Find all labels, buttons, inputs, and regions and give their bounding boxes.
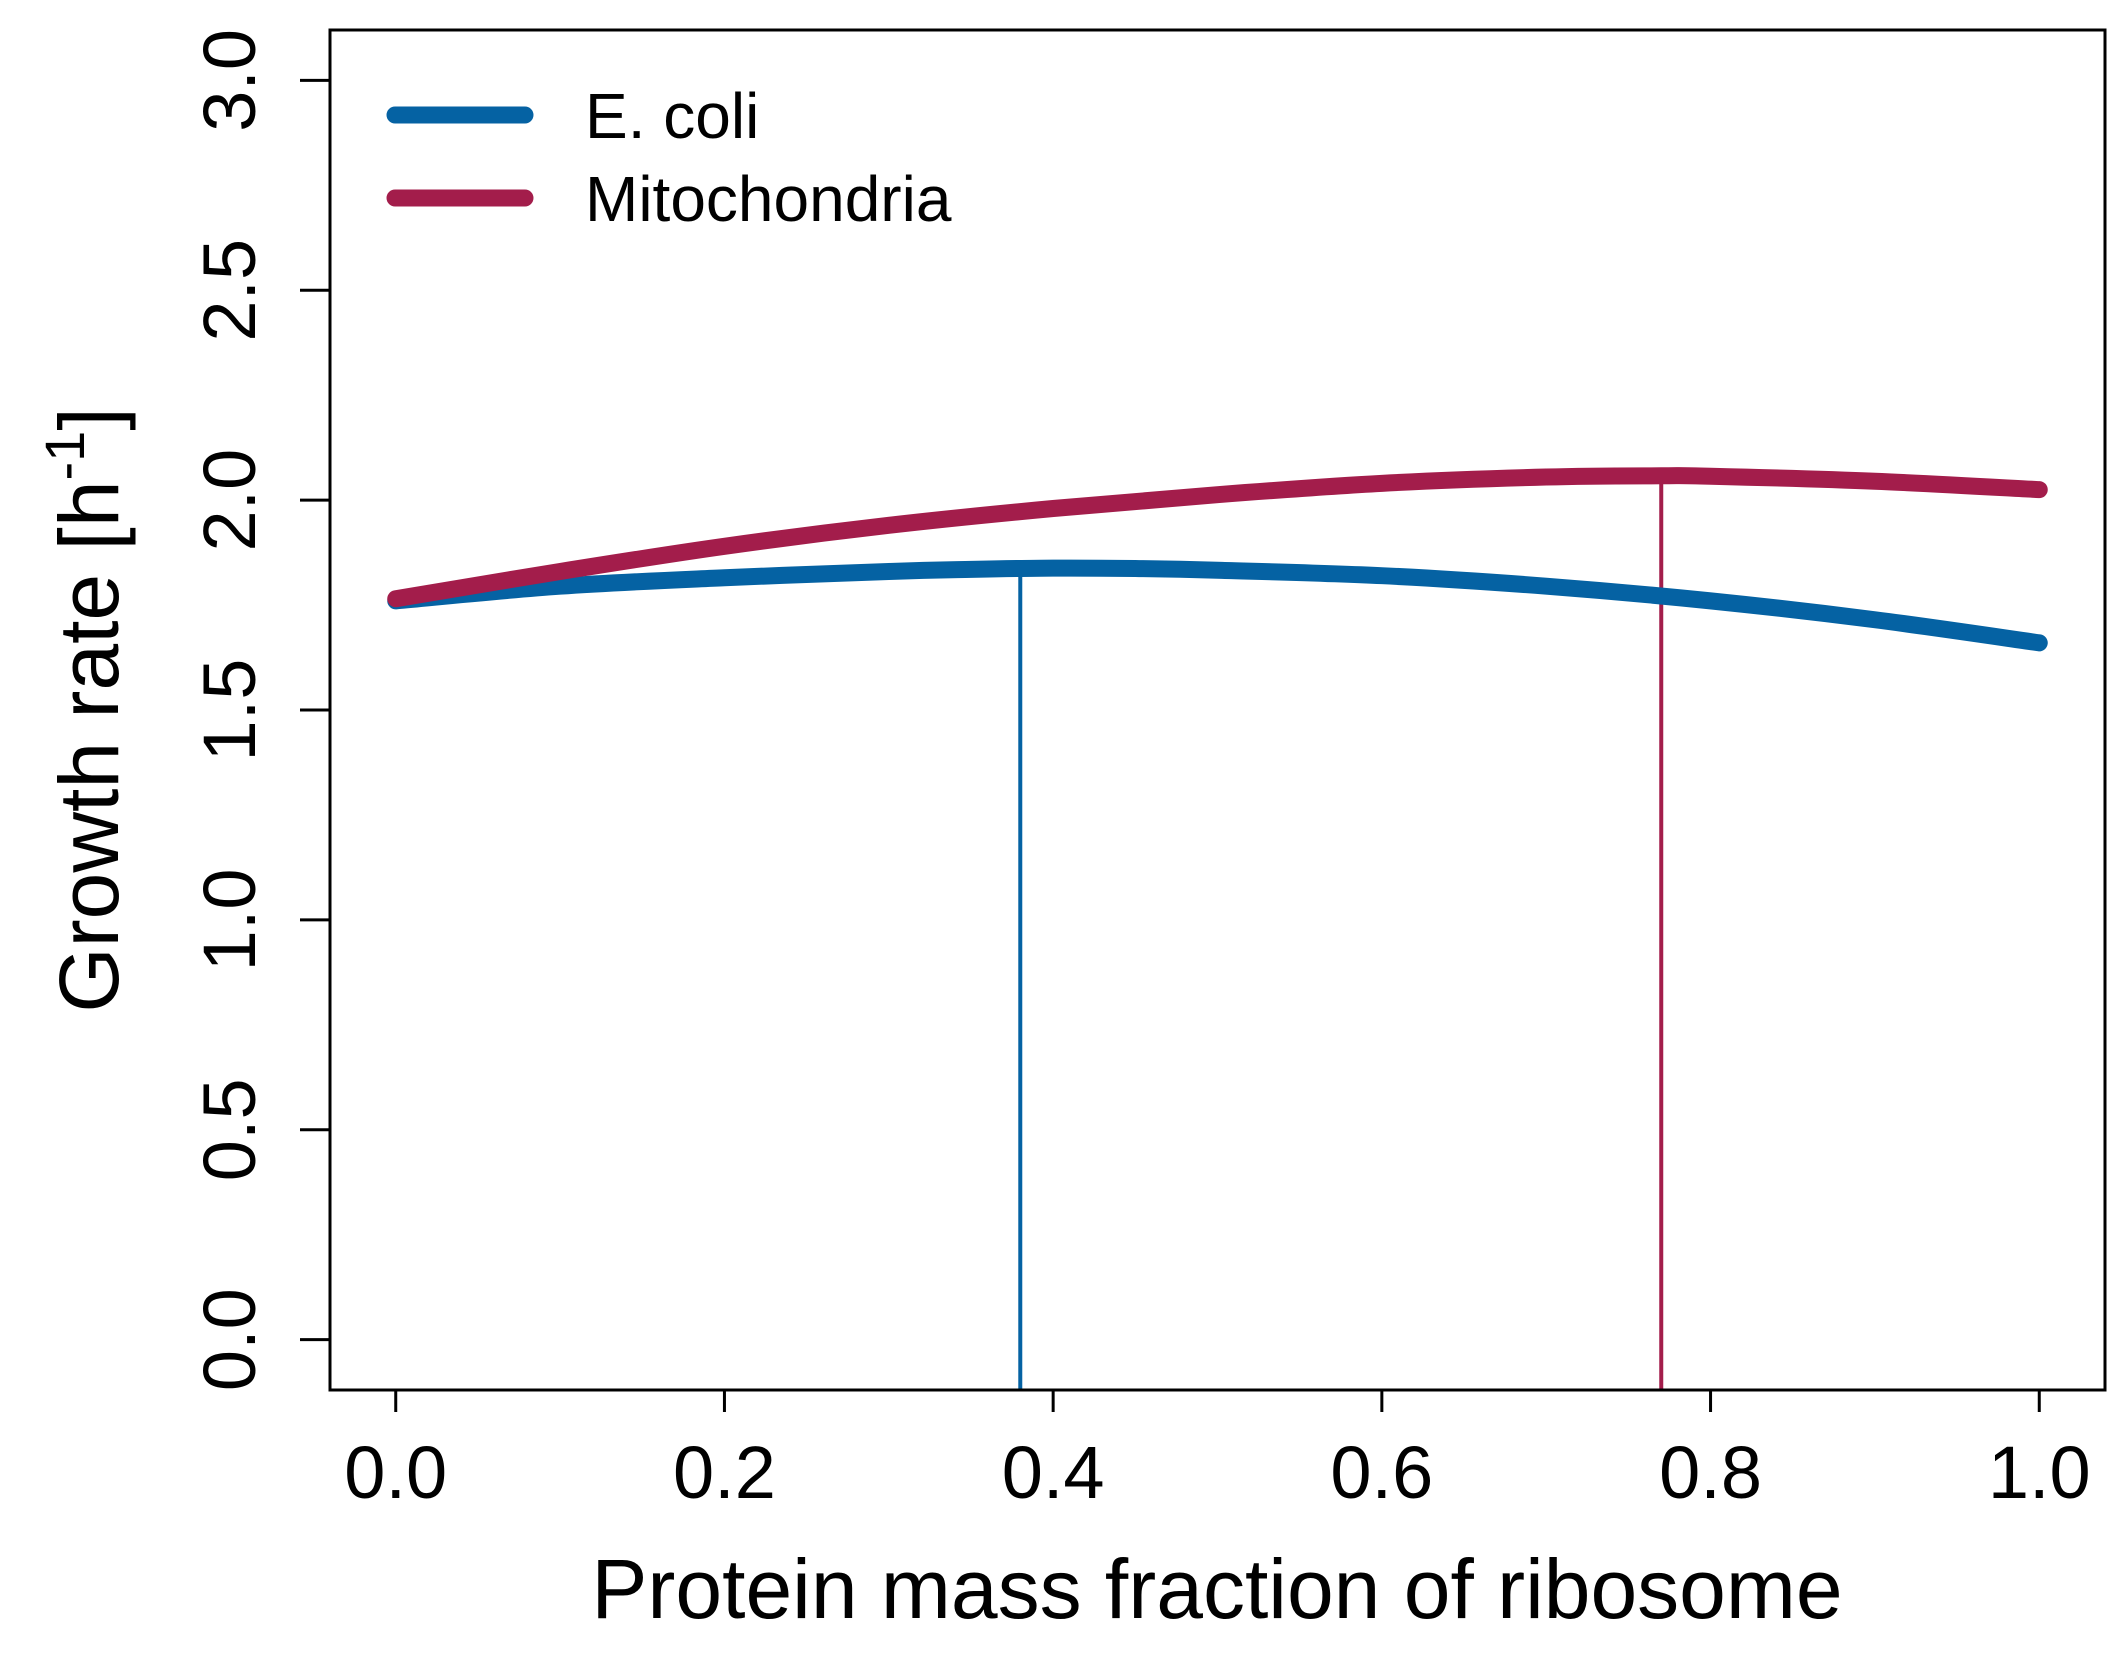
y-tick-label: 0.5 <box>188 1078 271 1181</box>
x-axis-label: Protein mass fraction of ribosome <box>591 1542 1842 1636</box>
x-tick-label: 0.8 <box>1659 1431 1762 1514</box>
y-axis: 0.0 0.5 1.0 1.5 2.0 2.5 3.0 <box>188 29 332 1391</box>
y-tick-label: 1.0 <box>188 868 271 971</box>
y-tick-label: 2.5 <box>188 239 271 342</box>
y-axis-label-main: Growth rate [h <box>42 480 136 1012</box>
series-line <box>387 467 2048 608</box>
legend-label: Mitochondria <box>585 163 952 235</box>
series-line <box>387 559 2048 652</box>
x-tick-label: 0.4 <box>1002 1431 1105 1514</box>
y-tick-label: 2.0 <box>188 449 271 552</box>
y-tick-label: 1.5 <box>188 659 271 762</box>
x-tick-label: 1.0 <box>1988 1431 2091 1514</box>
x-tick-label: 0.6 <box>1330 1431 1433 1514</box>
x-tick-label: 0.2 <box>673 1431 776 1514</box>
x-axis: 0.0 0.2 0.4 0.6 0.8 1.0 <box>344 1388 2091 1514</box>
y-axis-label-end: ] <box>42 407 136 430</box>
legend-label: E. coli <box>585 80 759 152</box>
optimum-reference-lines <box>1018 475 1664 1390</box>
y-axis-label: Growth rate [h-1] <box>33 407 136 1012</box>
y-tick-label: 0.0 <box>188 1288 271 1391</box>
y-tick-label: 3.0 <box>188 29 271 132</box>
y-axis-label-superscript: -1 <box>33 431 96 481</box>
series-lines <box>387 467 2048 652</box>
legend: E. coli Mitochondria <box>386 80 952 235</box>
x-tick-label: 0.0 <box>344 1431 447 1514</box>
